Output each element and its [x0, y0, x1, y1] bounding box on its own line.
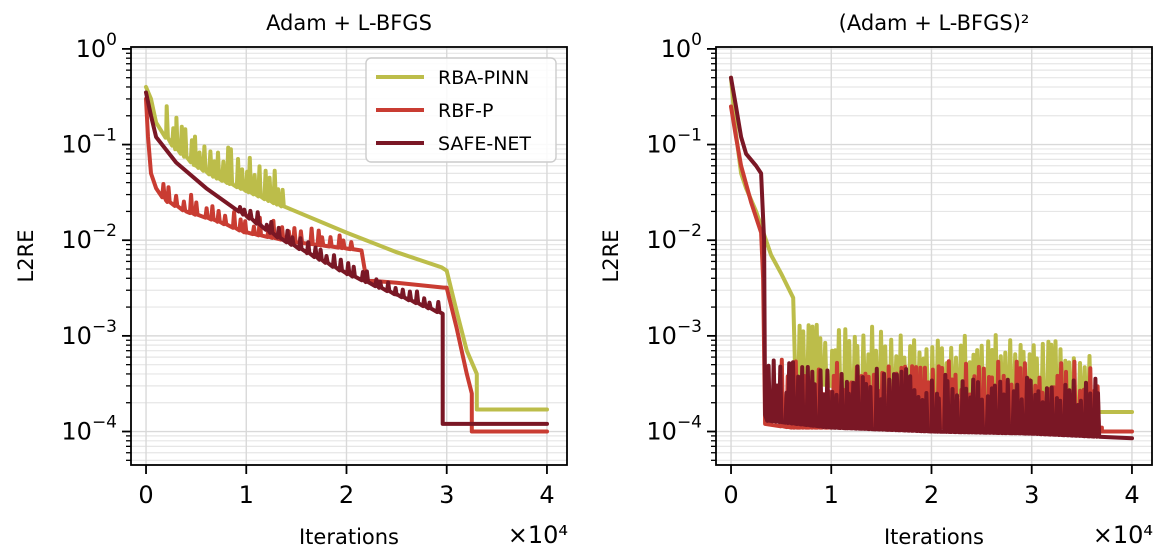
x-tick-label: 1	[239, 481, 254, 509]
y-tick-label: 10−2	[61, 221, 117, 254]
y-tick-label: 10−4	[646, 413, 702, 446]
x-multiplier: ×10⁴	[508, 521, 568, 549]
series-line-safe-net	[729, 75, 1134, 441]
y-tick-label: 10−3	[646, 317, 702, 350]
chart-panel-1: 100 10−1 10−2 10−3 10−4 0 1 2 3 4 Adam + L-BFGS L2R…	[14, 11, 568, 549]
y-axis-label: L2RE	[14, 230, 38, 283]
x-tick-label: 1	[824, 481, 839, 509]
x-tick-label: 2	[339, 481, 354, 509]
x-tick-label: 4	[539, 481, 554, 509]
x-tick-label: 3	[1024, 481, 1039, 509]
y-tick-label: 10−3	[61, 317, 117, 350]
chart-title: Adam + L-BFGS	[266, 11, 432, 35]
axes: 100 10−1 10−2 10−3 10−4 0 1 2 3 4	[61, 30, 568, 509]
y-tick-label: 10−1	[61, 126, 117, 159]
series-group	[144, 85, 549, 434]
y-axis-label: L2RE	[599, 230, 623, 283]
x-tick-label: 3	[439, 481, 454, 509]
y-tick-label: 10−2	[646, 221, 702, 254]
x-tick-label: 2	[924, 481, 939, 509]
legend-label-rba-pinn: RBA-PINN	[438, 67, 529, 89]
chart-panel-2: 100 10−1 10−2 10−3 10−4 0 1 2 3 4 (Adam + L-BFGS)²…	[599, 11, 1153, 549]
y-tick-label: 100	[76, 30, 117, 63]
legend-label-rbf-p: RBF-P	[438, 100, 493, 122]
x-tick-label: 0	[138, 481, 153, 509]
x-tick-label: 0	[723, 481, 738, 509]
axes: 100 10−1 10−2 10−3 10−4 0 1 2 3 4	[646, 30, 1153, 509]
plot-frame	[130, 46, 568, 466]
x-axis-label: Iterations	[299, 525, 399, 549]
y-tick-label: 100	[661, 30, 702, 63]
series-group	[729, 75, 1134, 441]
chart-title: (Adam + L-BFGS)²	[839, 11, 1030, 35]
legend-label-safe-net: SAFE-NET	[438, 133, 531, 155]
legend: RBA-PINN RBF-P SAFE-NET	[365, 57, 557, 163]
x-tick-label: 4	[1124, 481, 1139, 509]
legend-box	[365, 57, 557, 163]
series-line-safe-net	[144, 90, 549, 426]
x-multiplier: ×10⁴	[1093, 521, 1153, 549]
y-tick-label: 10−1	[646, 126, 702, 159]
series-line-rba-pinn	[144, 85, 549, 412]
plot-frame	[715, 46, 1153, 466]
x-axis-label: Iterations	[884, 525, 984, 549]
y-tick-label: 10−4	[61, 413, 117, 446]
